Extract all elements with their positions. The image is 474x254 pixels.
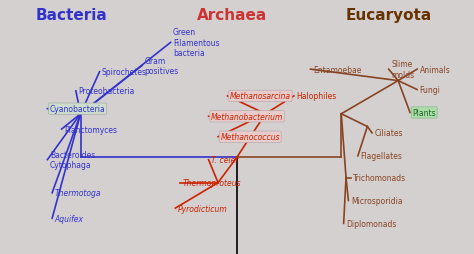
Text: Microsporidia: Microsporidia [351, 196, 402, 205]
Text: Green
Filamentous
bacteria: Green Filamentous bacteria [173, 28, 219, 58]
Text: Methanococcus: Methanococcus [220, 133, 280, 142]
Text: Animals: Animals [419, 65, 450, 74]
Text: Aquifex: Aquifex [55, 214, 83, 223]
Text: Plants: Plants [412, 108, 436, 118]
Text: Trichomonads: Trichomonads [353, 173, 406, 182]
Text: Diplomonads: Diplomonads [346, 219, 396, 228]
Text: Thermotoga: Thermotoga [55, 188, 101, 198]
Text: Eucaryota: Eucaryota [346, 8, 432, 23]
Text: Methanosarcina: Methanosarcina [230, 92, 291, 101]
Text: Ciliates: Ciliates [374, 129, 403, 138]
Text: T. celer: T. celer [211, 155, 238, 165]
Text: Fungi: Fungi [419, 86, 440, 95]
Text: Pyrodicticum: Pyrodicticum [178, 204, 228, 213]
Text: Spirochetes: Spirochetes [102, 68, 147, 77]
Text: Methanobacterium: Methanobacterium [211, 112, 283, 121]
Text: Bacteria: Bacteria [35, 8, 107, 23]
Text: Archaea: Archaea [197, 8, 267, 23]
Text: Gram
positives: Gram positives [145, 56, 179, 76]
Text: Entamoebae: Entamoebae [313, 65, 361, 74]
Text: Bacteroides
Cytophaga: Bacteroides Cytophaga [50, 150, 95, 170]
Text: Slime
molds: Slime molds [391, 60, 414, 80]
Text: Thermoproteus: Thermoproteus [182, 178, 241, 187]
Text: Cyanobacteria: Cyanobacteria [50, 105, 106, 114]
Text: Proteobacteria: Proteobacteria [78, 87, 135, 96]
Text: Flagellates: Flagellates [360, 152, 402, 161]
Text: Planctomyces: Planctomyces [64, 125, 117, 134]
Text: Halophiles: Halophiles [296, 92, 337, 101]
